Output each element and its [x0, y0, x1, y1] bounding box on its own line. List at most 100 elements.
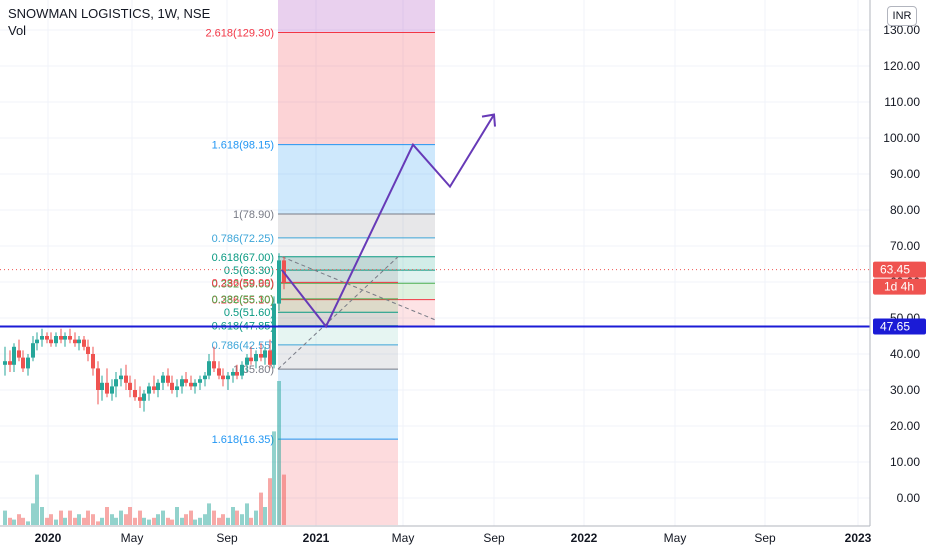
volume-bar	[114, 517, 118, 525]
candle-body	[142, 393, 146, 401]
fib-zone-upper	[278, 144, 435, 214]
volume-bar	[138, 510, 142, 525]
fib-zone-upper	[278, 237, 435, 257]
volume-bar	[254, 510, 258, 525]
y-tick-label: 30.00	[890, 383, 920, 397]
y-tick-label: 40.00	[890, 347, 920, 361]
candle-body	[8, 361, 12, 365]
volume-bar	[170, 519, 174, 525]
candle-body	[86, 346, 90, 354]
candle-body	[189, 382, 193, 387]
candle-body	[40, 336, 44, 340]
volume-bar	[249, 517, 253, 525]
candle-body	[245, 357, 249, 365]
volume-bar	[105, 507, 109, 525]
fib-ext-label: 0.382(59.65)	[212, 278, 274, 290]
volume-bar	[110, 514, 114, 525]
horizontal-line-tag-bg	[873, 318, 926, 335]
volume-bar	[259, 492, 263, 525]
fib-ext-label: 1(78.90)	[233, 209, 274, 221]
candle-body	[249, 357, 253, 362]
volume-bar	[45, 517, 49, 525]
volume-bar	[82, 517, 86, 525]
volume-bar	[245, 503, 249, 525]
fib-zone-lower	[278, 282, 398, 299]
candle-body	[63, 336, 67, 340]
fib-ext-label: 2.618(129.30)	[206, 28, 275, 40]
x-tick-label: May	[664, 531, 687, 545]
volume-bar	[217, 517, 221, 525]
candle-body	[226, 375, 230, 380]
volume-bar	[124, 514, 128, 525]
fib-zone-lower	[278, 439, 398, 525]
volume-bar	[212, 510, 216, 525]
fib-ext-label: 0.236(55.10)	[212, 295, 274, 307]
candle-body	[45, 336, 49, 340]
y-tick-label: 100.00	[883, 131, 920, 145]
y-tick-label: 10.00	[890, 455, 920, 469]
y-tick-label: 110.00	[884, 95, 920, 109]
countdown-tag-bg	[873, 278, 926, 295]
volume-bar	[3, 510, 7, 525]
volume-bar	[63, 517, 67, 525]
volume-bar	[91, 514, 95, 525]
candle-body	[12, 346, 16, 365]
y-tick-label: 0.00	[897, 491, 921, 505]
fib-ret-label: 0.382(55.30)	[212, 294, 274, 306]
currency-button[interactable]: INR	[887, 6, 917, 26]
y-tick-label: 120.00	[883, 59, 920, 73]
candle-body	[17, 350, 21, 358]
volume-bar	[184, 514, 188, 525]
volume-bar	[119, 510, 123, 525]
candle-body	[124, 375, 128, 383]
volume-bar	[26, 521, 30, 525]
candle-body	[207, 361, 211, 376]
candle-body	[203, 375, 207, 380]
candle-body	[110, 386, 114, 394]
fib-ret-label: 0.5(51.60)	[224, 307, 274, 319]
volume-bar	[180, 517, 184, 525]
candle-body	[54, 336, 58, 344]
candle-body	[175, 386, 179, 390]
y-tick-label: 20.00	[890, 419, 920, 433]
candle-body	[231, 372, 235, 376]
candle-body	[119, 375, 123, 380]
candle-body	[221, 375, 225, 380]
volume-bar	[240, 514, 244, 525]
fib-zone-lower	[278, 325, 398, 345]
volume-bar	[17, 514, 21, 525]
volume-bar	[21, 517, 25, 525]
fib-ret-label: 1(35.80)	[233, 364, 274, 376]
candle-body	[152, 386, 156, 390]
candle-body	[166, 375, 170, 383]
candle-body	[96, 368, 100, 390]
volume-bar	[8, 517, 12, 525]
candle-body	[68, 336, 72, 340]
volume-bar	[156, 514, 160, 525]
candle-body	[170, 382, 174, 390]
volume-bar	[277, 381, 281, 525]
fib-zone-lower	[278, 312, 398, 326]
projection-path	[281, 114, 495, 329]
volume-bar	[203, 514, 207, 525]
fib-zone-lower	[278, 344, 398, 370]
volume-bar	[128, 507, 132, 525]
candle-body	[184, 379, 188, 383]
fib-ret-label: 1.618(16.35)	[212, 434, 274, 446]
volume-bar	[235, 510, 239, 525]
volume-legend: Vol	[8, 23, 27, 38]
candle-body	[193, 382, 197, 387]
fib-ext-label: 1.618(98.15)	[212, 140, 274, 152]
candle-body	[73, 339, 77, 344]
x-tick-label: Sep	[754, 531, 776, 545]
volume-bar	[161, 510, 165, 525]
fib-ret-label: 0.786(42.55)	[212, 340, 274, 352]
x-tick-label: 2020	[35, 531, 62, 545]
volume-bar	[221, 514, 225, 525]
fib-ext-label: 0.786(72.25)	[212, 233, 274, 245]
candle-body	[217, 368, 221, 376]
candle-body	[133, 390, 137, 398]
candle-body	[26, 357, 30, 369]
candle-body	[277, 260, 281, 304]
